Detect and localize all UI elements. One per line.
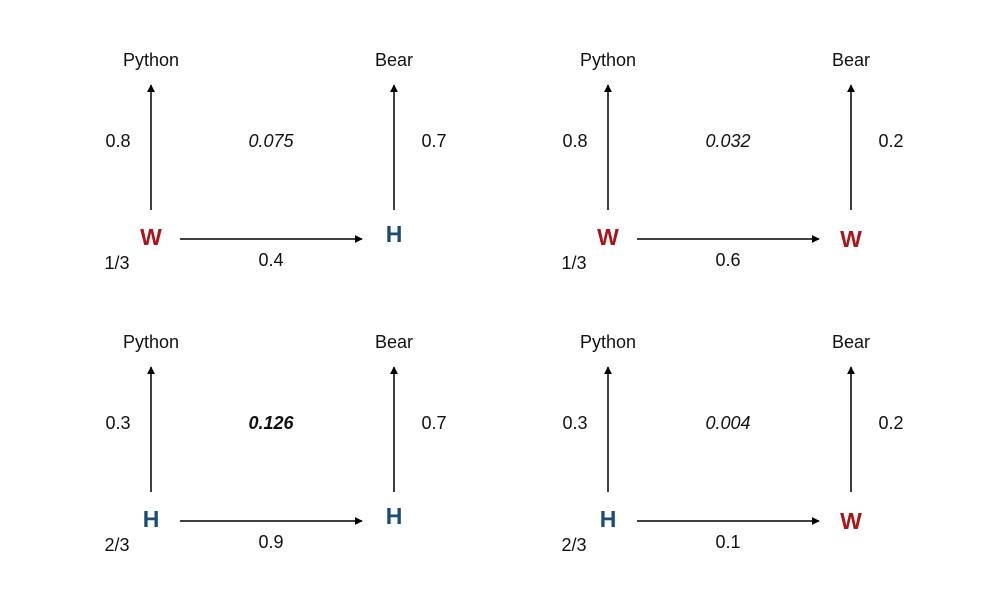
emission-prob-right: 0.2 bbox=[878, 413, 903, 433]
transition-prob: 0.6 bbox=[715, 250, 740, 270]
emission-prob-left: 0.3 bbox=[105, 413, 130, 433]
observation-python-label: Python bbox=[580, 50, 636, 70]
observation-bear-label: Bear bbox=[375, 332, 413, 352]
observation-python-label: Python bbox=[123, 50, 179, 70]
state-end: H bbox=[386, 221, 403, 247]
state-end: H bbox=[386, 503, 403, 529]
observation-python-label: Python bbox=[580, 332, 636, 352]
state-start: W bbox=[597, 224, 619, 250]
state-start: H bbox=[600, 506, 617, 532]
initial-prob: 2/3 bbox=[561, 535, 586, 555]
transition-prob: 0.1 bbox=[715, 532, 740, 552]
path-probability: 0.004 bbox=[705, 413, 750, 433]
emission-prob-right: 0.7 bbox=[421, 413, 446, 433]
panel-h-to-h: Python Bear 0.3 0.7 0.126 H H 0.9 2/3 bbox=[104, 332, 446, 555]
observation-bear-label: Bear bbox=[832, 50, 870, 70]
path-probability-highlighted: 0.126 bbox=[248, 413, 294, 433]
observation-bear-label: Bear bbox=[832, 332, 870, 352]
path-probability: 0.032 bbox=[705, 131, 750, 151]
emission-prob-right: 0.2 bbox=[878, 131, 903, 151]
transition-prob: 0.9 bbox=[258, 532, 283, 552]
transition-prob: 0.4 bbox=[258, 250, 283, 270]
emission-prob-left: 0.8 bbox=[562, 131, 587, 151]
panel-h-to-w: Python Bear 0.3 0.2 0.004 H W 0.1 2/3 bbox=[561, 332, 903, 555]
state-end: W bbox=[840, 226, 862, 252]
initial-prob: 1/3 bbox=[104, 253, 129, 273]
emission-prob-left: 0.3 bbox=[562, 413, 587, 433]
state-end: W bbox=[840, 508, 862, 534]
initial-prob: 2/3 bbox=[104, 535, 129, 555]
state-start: H bbox=[143, 506, 160, 532]
observation-bear-label: Bear bbox=[375, 50, 413, 70]
emission-prob-left: 0.8 bbox=[105, 131, 130, 151]
emission-prob-right: 0.7 bbox=[421, 131, 446, 151]
panel-w-to-w: Python Bear 0.8 0.2 0.032 W W 0.6 1/3 bbox=[561, 50, 903, 273]
panel-w-to-h: Python Bear 0.8 0.7 0.075 W H 0.4 1/3 bbox=[104, 50, 446, 273]
path-probability: 0.075 bbox=[248, 131, 294, 151]
initial-prob: 1/3 bbox=[561, 253, 586, 273]
observation-python-label: Python bbox=[123, 332, 179, 352]
state-start: W bbox=[140, 224, 162, 250]
